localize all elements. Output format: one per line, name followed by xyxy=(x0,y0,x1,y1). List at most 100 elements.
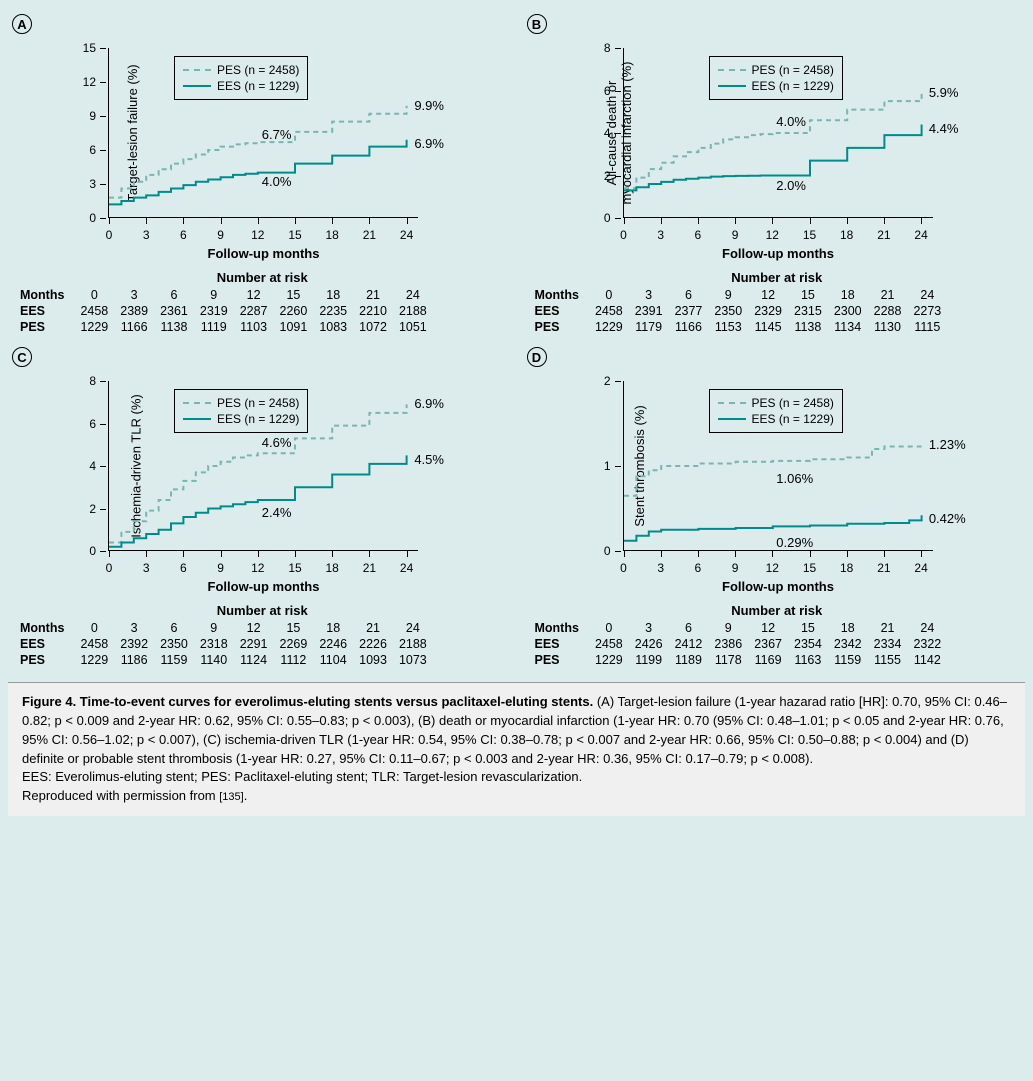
legend-row-pes: PES (n = 2458) xyxy=(718,63,834,77)
risk-value: 2354 xyxy=(788,636,828,652)
legend-label-ees: EES (n = 1229) xyxy=(752,412,834,426)
month-header: 15 xyxy=(788,620,828,636)
row-label: PES xyxy=(14,319,74,335)
value-annotation: 2.0% xyxy=(776,178,806,193)
x-tick-label: 6 xyxy=(180,561,187,575)
y-tick xyxy=(100,82,106,83)
y-tick-label: 0 xyxy=(72,211,96,225)
x-tick-label: 24 xyxy=(914,228,927,242)
y-tick xyxy=(100,48,106,49)
risk-value: 2350 xyxy=(708,303,748,319)
y-tick-label: 6 xyxy=(72,417,96,431)
risk-value: 2361 xyxy=(154,303,194,319)
legend-label-ees: EES (n = 1229) xyxy=(217,412,299,426)
chart-area: 0246803691215182124Ischemia-driven TLR (… xyxy=(68,371,448,591)
legend: PES (n = 2458)EES (n = 1229) xyxy=(174,389,308,433)
x-tick-label: 6 xyxy=(180,228,187,242)
pes-line xyxy=(624,446,922,495)
risk-value: 2210 xyxy=(353,303,393,319)
y-tick-label: 4 xyxy=(72,459,96,473)
risk-value: 1166 xyxy=(114,319,154,335)
risk-value: 2315 xyxy=(788,303,828,319)
x-tick xyxy=(772,218,773,224)
x-tick xyxy=(221,218,222,224)
x-tick xyxy=(258,551,259,557)
figure-caption: Figure 4. Time-to-event curves for evero… xyxy=(8,682,1025,816)
risk-value: 1073 xyxy=(393,652,433,668)
y-tick-label: 12 xyxy=(72,75,96,89)
risk-table-title: Number at risk xyxy=(14,270,511,285)
legend: PES (n = 2458)EES (n = 1229) xyxy=(174,56,308,100)
risk-table: Number at riskMonths03691215182124EES245… xyxy=(529,270,1026,335)
risk-value: 2273 xyxy=(907,303,947,319)
risk-value: 1130 xyxy=(868,319,908,335)
x-tick-label: 3 xyxy=(657,561,664,575)
month-header: 3 xyxy=(114,287,154,303)
row-label: PES xyxy=(529,319,589,335)
y-tick-label: 15 xyxy=(72,41,96,55)
risk-value: 2288 xyxy=(868,303,908,319)
legend-swatch-ees xyxy=(183,85,211,87)
x-tick xyxy=(661,218,662,224)
y-tick-label: 3 xyxy=(72,177,96,191)
legend-swatch-pes xyxy=(718,69,746,71)
x-axis-title: Follow-up months xyxy=(722,246,834,261)
value-annotation: 6.7% xyxy=(262,127,292,142)
panel-letter: D xyxy=(527,347,547,367)
month-header: 24 xyxy=(907,620,947,636)
risk-value: 2291 xyxy=(234,636,274,652)
risk-value: 1093 xyxy=(353,652,393,668)
y-tick xyxy=(615,551,621,552)
legend-swatch-ees xyxy=(718,85,746,87)
figure-wrap: A0369121503691215182124Target-lesion fai… xyxy=(0,0,1033,816)
risk-table-title: Number at risk xyxy=(14,603,511,618)
panel-letter: B xyxy=(527,14,547,34)
legend-label-pes: PES (n = 2458) xyxy=(752,63,834,77)
risk-value: 2329 xyxy=(748,303,788,319)
risk-value: 1229 xyxy=(74,319,114,335)
x-tick-label: 21 xyxy=(877,228,890,242)
risk-value: 2188 xyxy=(393,303,433,319)
legend-swatch-pes xyxy=(183,402,211,404)
x-tick xyxy=(847,218,848,224)
pes-line xyxy=(109,106,407,198)
y-tick xyxy=(100,466,106,467)
legend: PES (n = 2458) EES (n = 1229) xyxy=(709,389,843,433)
legend-label-pes: PES (n = 2458) xyxy=(752,396,834,410)
x-tick-label: 15 xyxy=(803,228,816,242)
risk-value: 1115 xyxy=(907,319,947,335)
month-header: 9 xyxy=(194,620,234,636)
value-annotation: 0.42% xyxy=(929,511,966,526)
risk-value: 1155 xyxy=(868,652,908,668)
x-tick-label: 6 xyxy=(695,561,702,575)
risk-value: 1189 xyxy=(669,652,709,668)
legend-row-pes: PES (n = 2458) xyxy=(183,63,299,77)
month-header: 3 xyxy=(114,620,154,636)
x-tick xyxy=(407,551,408,557)
month-header: 6 xyxy=(154,620,194,636)
plot: 0246803691215182124Ischemia-driven TLR (… xyxy=(108,381,418,551)
ees-line xyxy=(624,515,922,541)
months-label: Months xyxy=(529,620,589,636)
month-header: 12 xyxy=(748,620,788,636)
x-axis-title: Follow-up months xyxy=(208,246,320,261)
risk-value: 2322 xyxy=(907,636,947,652)
x-tick xyxy=(810,551,811,557)
x-tick-label: 15 xyxy=(803,561,816,575)
risk-value: 1112 xyxy=(274,652,314,668)
plot: 01203691215182124Stent thrombosis (%)Fol… xyxy=(623,381,933,551)
x-tick-label: 18 xyxy=(840,228,853,242)
month-header: 18 xyxy=(828,287,868,303)
x-tick xyxy=(921,551,922,557)
caption-period: . xyxy=(244,788,248,803)
x-tick xyxy=(698,551,699,557)
legend-swatch-ees xyxy=(183,418,211,420)
legend-label-ees: EES (n = 1229) xyxy=(752,79,834,93)
x-tick xyxy=(847,551,848,557)
plot: 0369121503691215182124Target-lesion fail… xyxy=(108,48,418,218)
risk-value: 1091 xyxy=(274,319,314,335)
risk-value: 2226 xyxy=(353,636,393,652)
value-annotation: 4.0% xyxy=(262,174,292,189)
ees-line xyxy=(109,140,407,205)
x-tick-label: 15 xyxy=(288,561,301,575)
